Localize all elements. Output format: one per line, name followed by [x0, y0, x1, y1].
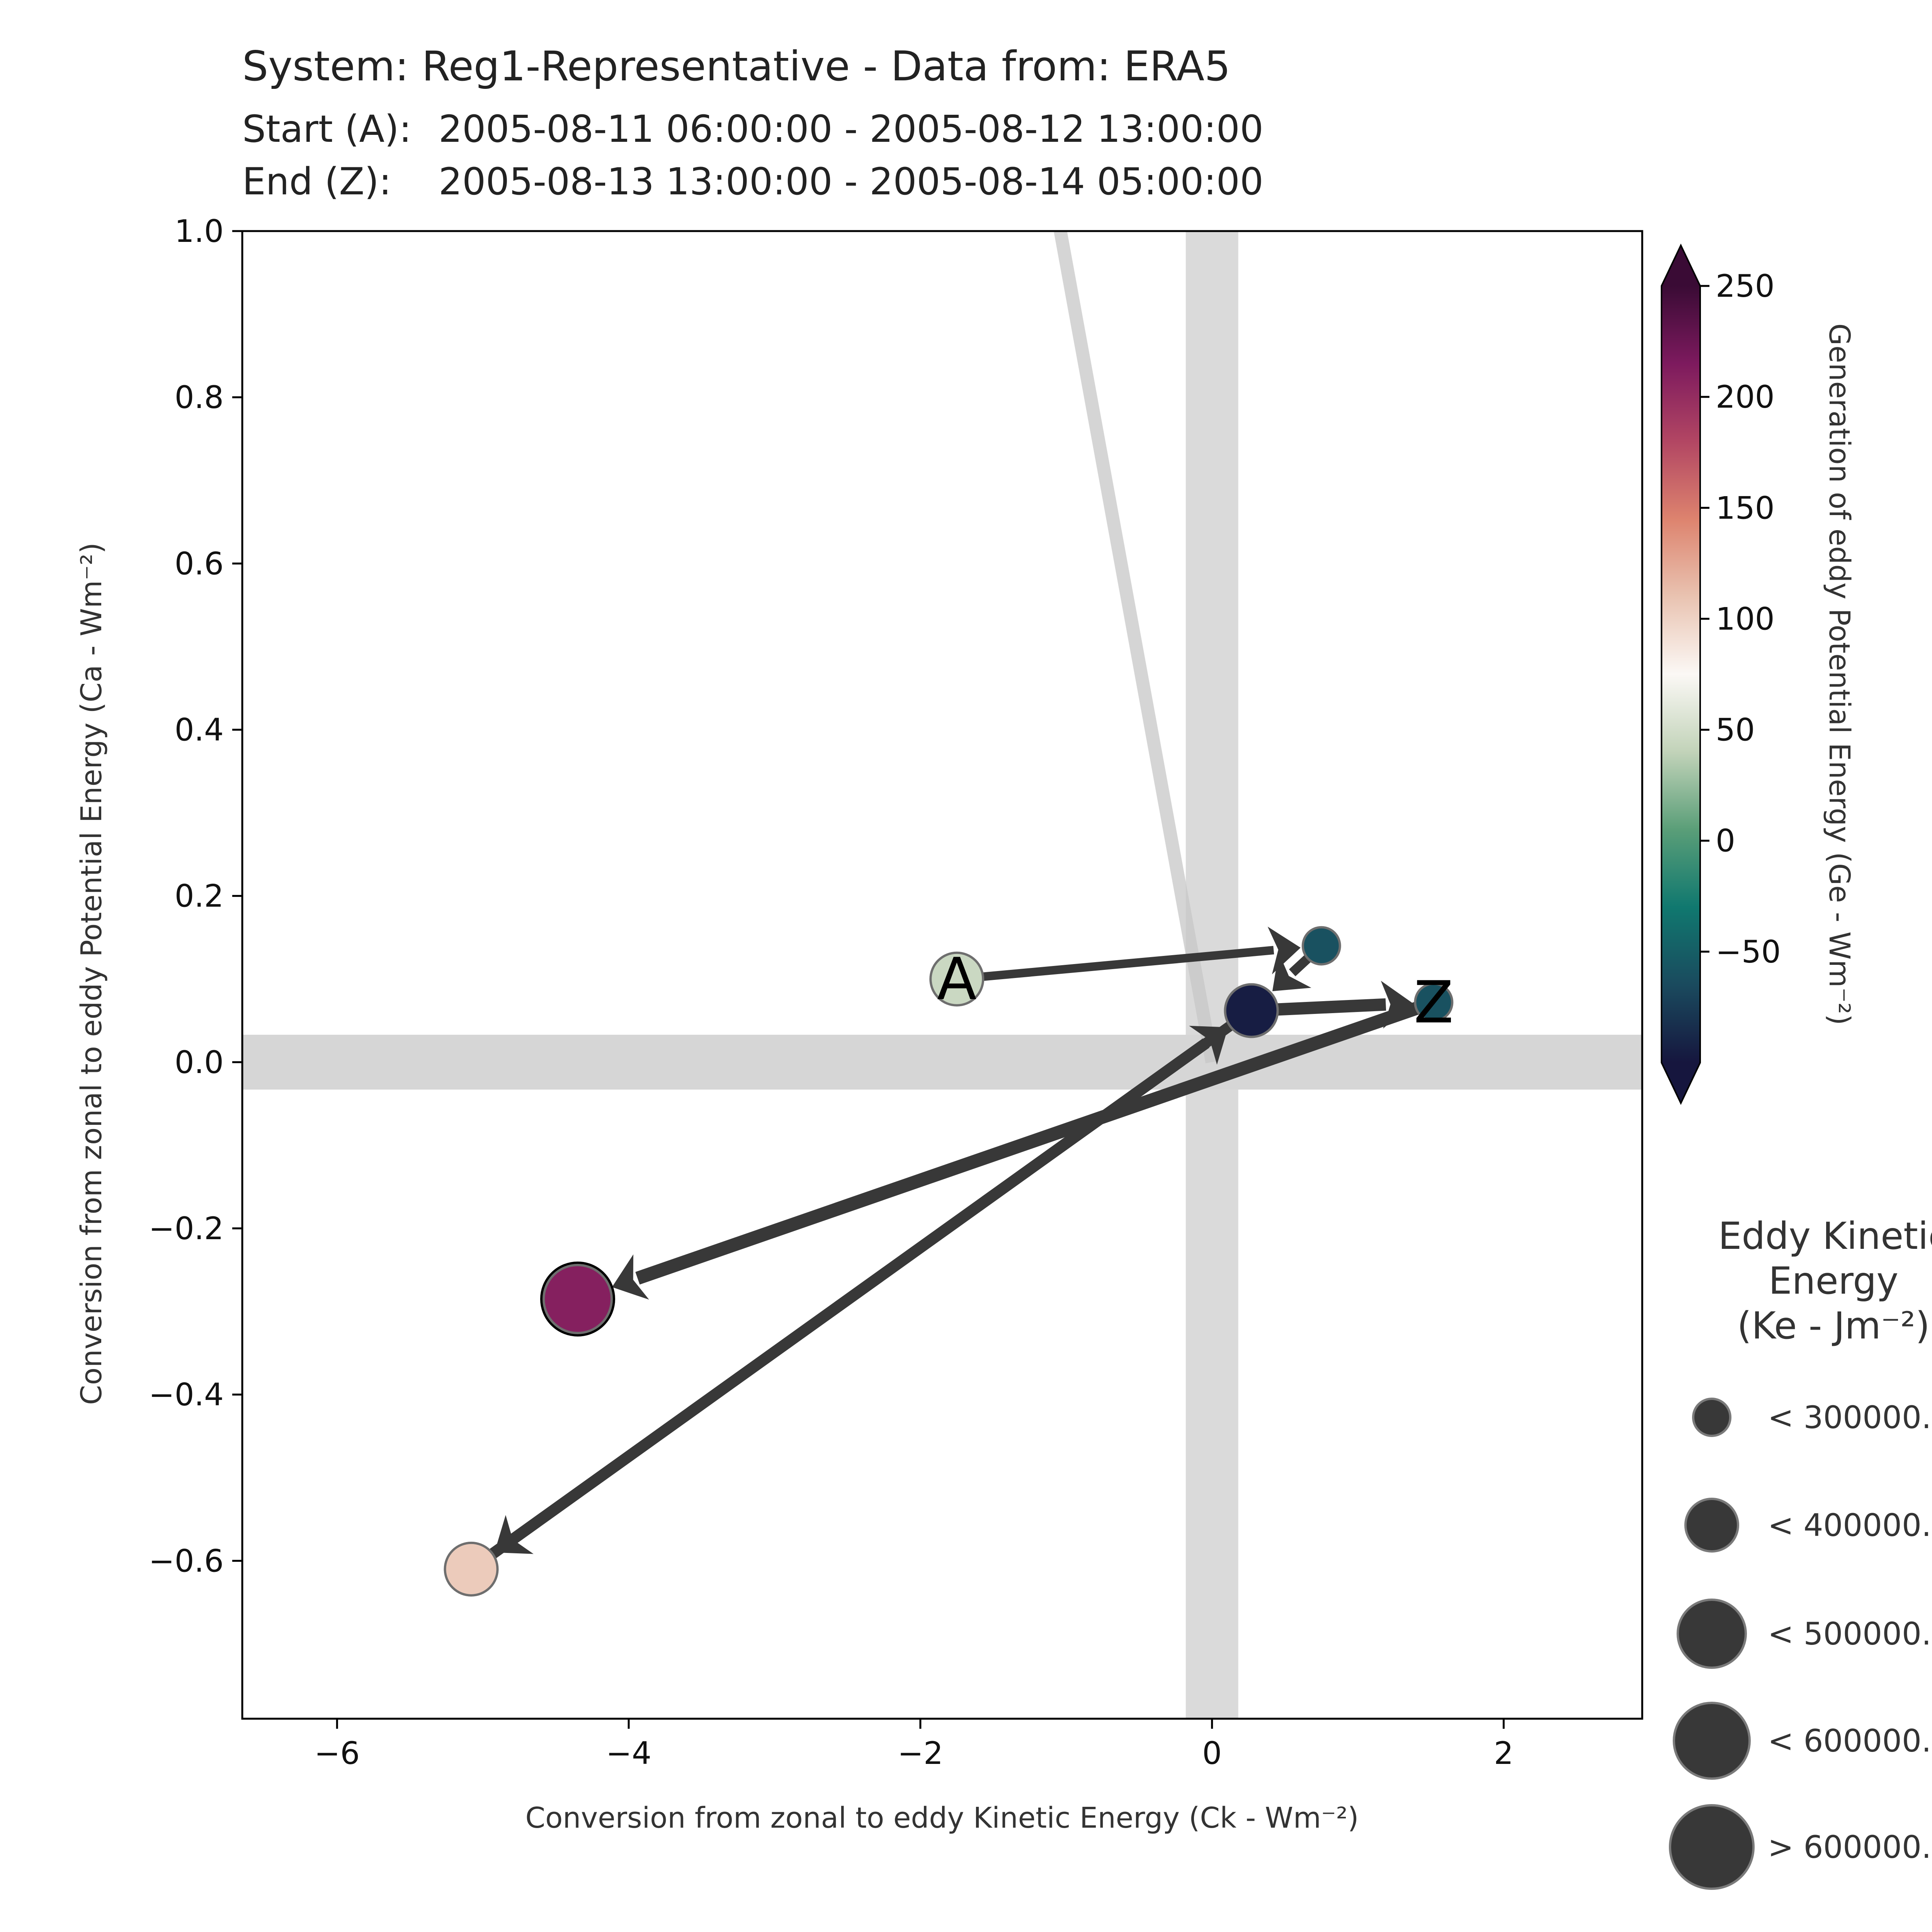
y-tick-label: −0.6: [149, 1543, 224, 1579]
arrow-head: [1267, 927, 1301, 975]
arrow-shaft: [977, 946, 1274, 981]
y-axis-ticks: 1.0 0.8 0.6 0.4 0.2 0.0 −0.2 −0.4 −0.6: [149, 213, 242, 1579]
trajectory-point: [444, 1541, 499, 1597]
x-axis-label: Conversion from zonal to eddy Kinetic En…: [525, 1801, 1359, 1835]
y-tick-label: 0.6: [175, 546, 224, 582]
y-tick-label: 1.0: [175, 213, 224, 249]
point-highlight-ring: [540, 1261, 616, 1337]
point-letter-label: Z: [1414, 969, 1454, 1036]
point-marker: [543, 1264, 613, 1334]
y-tick-label: 0.2: [175, 878, 224, 914]
legend-size-label: > 600000.: [1768, 1829, 1931, 1865]
colorbar-tick-label: 250: [1716, 268, 1775, 304]
point-marker: [444, 1541, 499, 1597]
trajectory-point: Z: [1414, 969, 1454, 1036]
colorbar-label: Generation of eddy Potential Energy (Ge …: [1823, 323, 1856, 1026]
colorbar: 250 200 150 100 50 0 −50: [1661, 243, 1781, 1105]
colorbar-gradient: [1662, 286, 1700, 1063]
colorbar-outline: [1661, 243, 1701, 1105]
x-tick-label: −6: [314, 1735, 360, 1771]
chart-title: System: Reg1-Representative - Data from:…: [242, 43, 1264, 203]
arrow-shaft: [635, 1001, 1422, 1285]
zero-band-horizontal: [242, 1034, 1642, 1090]
mean-trend-line: [1054, 231, 1219, 1063]
end-range: 2005-08-13 13:00:00 - 2005-08-14 05:00:0…: [439, 160, 1264, 203]
legend-size-marker: [1669, 1804, 1755, 1890]
end-label: End (Z):: [242, 160, 391, 203]
trajectory-point: A: [929, 946, 985, 1013]
arrow-head: [1189, 1026, 1228, 1065]
legend-size-marker: [1692, 1398, 1731, 1437]
start-label: Start (A):: [242, 107, 412, 151]
x-tick-label: 0: [1202, 1735, 1222, 1771]
trajectory-arrows: [485, 927, 1422, 1562]
legend-size-label: < 300000.: [1768, 1400, 1931, 1435]
legend-title-line-1: Eddy Kinetic: [1718, 1214, 1932, 1258]
point-marker: [929, 951, 985, 1007]
size-legend: Eddy Kinetic Energy (Ke - Jm⁻²) < 300000…: [1669, 1214, 1932, 1890]
colorbar-tick-label: 0: [1716, 823, 1735, 859]
legend-size-marker: [1677, 1599, 1747, 1669]
legend-size-label: < 400000.: [1768, 1507, 1931, 1543]
x-tick-label: 2: [1494, 1735, 1514, 1771]
arrow-head: [612, 1254, 649, 1300]
x-tick-label: −2: [898, 1735, 943, 1771]
trajectory-point: [1224, 983, 1279, 1038]
start-range: 2005-08-11 06:00:00 - 2005-08-12 13:00:0…: [439, 107, 1264, 151]
point-marker: [1414, 982, 1454, 1022]
point-marker: [1224, 983, 1279, 1038]
plot-frame: [241, 230, 1643, 1720]
trajectory-point: [1301, 926, 1341, 966]
colorbar-tick-label: 200: [1716, 379, 1775, 415]
x-tick-label: −4: [606, 1735, 651, 1771]
y-tick-label: 0.0: [175, 1044, 224, 1080]
trajectory-point: [540, 1261, 616, 1337]
y-axis-label: Conversion from zonal to eddy Potential …: [75, 543, 108, 1405]
y-tick-label: 0.4: [175, 712, 224, 748]
y-tick-label: −0.4: [149, 1377, 224, 1413]
zero-bands: [242, 231, 1642, 1719]
colorbar-tick-label: −50: [1716, 934, 1781, 970]
mean-line-segment: [1054, 231, 1219, 1063]
y-tick-label: 0.8: [175, 379, 224, 415]
colorbar-extend-bottom: [1662, 1063, 1700, 1103]
colorbar-tick-label: 100: [1716, 601, 1775, 637]
colorbar-extend-top: [1662, 245, 1700, 286]
x-axis-ticks: −6 −4 −2 0 2: [314, 1719, 1514, 1771]
y-tick-label: −0.2: [149, 1211, 224, 1247]
point-marker: [1301, 926, 1341, 966]
point-letter-label: A: [937, 946, 977, 1013]
arrow-shaft: [1272, 998, 1386, 1016]
legend-title-line-2: Energy: [1769, 1259, 1898, 1303]
title: System: Reg1-Representative - Data from:…: [242, 43, 1231, 90]
legend-size-marker: [1673, 1702, 1751, 1780]
legend-size-marker: [1684, 1498, 1739, 1553]
legend-size-label: < 600000.: [1768, 1723, 1931, 1759]
colorbar-tick-label: 150: [1716, 490, 1775, 526]
legend-items: < 300000. < 400000. < 500000. < 600000. > 60…: [1669, 1398, 1931, 1890]
colorbar-tick-label: 50: [1716, 712, 1755, 748]
legend-title-line-3: (Ke - Jm⁻²): [1737, 1304, 1930, 1347]
legend-size-label: < 500000.: [1768, 1616, 1931, 1652]
arrow-head: [1272, 952, 1311, 992]
